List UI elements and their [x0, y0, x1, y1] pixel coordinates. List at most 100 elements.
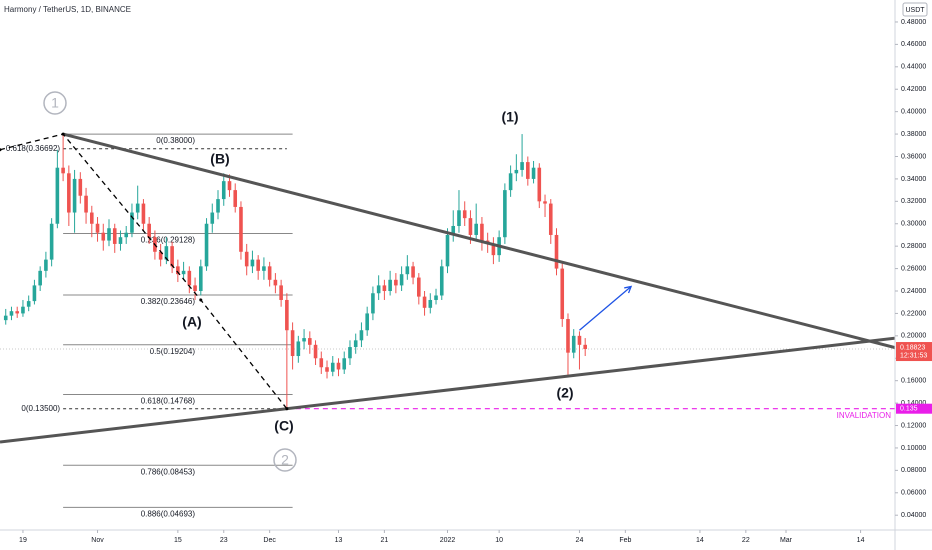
candle-body [480, 223, 484, 241]
candle-body [336, 362, 341, 370]
y-tick-label: 0.14000 [901, 400, 926, 407]
candle-body [313, 344, 318, 359]
dashed-level-label: 0(0.13500) [21, 404, 60, 413]
wave-path [0, 133, 288, 410]
fib-label: 0.236(0.29128) [141, 236, 196, 245]
candle-body [560, 268, 565, 320]
candle-body [468, 218, 473, 235]
candle-body [382, 285, 387, 292]
candle-body [394, 279, 398, 286]
candle-body [330, 362, 335, 372]
candle-body [78, 178, 83, 196]
wave-label: (2) [556, 385, 573, 401]
y-tick-label: 0.44000 [901, 64, 926, 71]
x-tick-label: 10 [495, 537, 503, 544]
y-tick-label: 0.22000 [901, 310, 926, 317]
candle-body [422, 296, 427, 308]
candle-body [262, 266, 266, 271]
candle-body [267, 266, 272, 280]
y-tick-label: 0.10000 [901, 445, 926, 452]
last-price-badge [896, 342, 932, 362]
wave-label: (1) [501, 109, 518, 125]
candle-body [256, 259, 260, 271]
candle-body [365, 313, 369, 331]
candle-body [571, 335, 576, 353]
candle-body [376, 285, 381, 294]
fib-label: 0(0.38000) [156, 136, 195, 145]
dashed-level-label: 0.618(0.36692) [6, 144, 61, 153]
x-tick-label: 13 [335, 537, 343, 544]
candle-body [3, 315, 8, 321]
y-tick-label: 0.04000 [901, 512, 926, 519]
candle-body [439, 266, 444, 296]
candle-body [348, 347, 352, 359]
chart-title: Harmony / TetherUS, 1D, BINANCE [4, 5, 131, 14]
annotations: (1) (2) (A) (B) (C) 1 2 [43, 91, 574, 472]
candle-body [285, 299, 289, 331]
candle-body [164, 246, 169, 260]
y-tick-label: 0.34000 [901, 176, 926, 183]
y-tick-label: 0.46000 [901, 41, 926, 48]
candle-body [181, 270, 186, 275]
fib-label: 0.786(0.08453) [141, 467, 196, 476]
candle-body [548, 203, 553, 235]
candle-body [199, 266, 203, 292]
candle-body [543, 201, 547, 204]
trendline [62, 132, 932, 359]
countdown: 12:31:53 [900, 352, 927, 359]
candle-body [204, 223, 209, 267]
candle-body [49, 223, 54, 260]
y-tick-label: 0.24000 [901, 288, 926, 295]
candle-body [491, 243, 496, 256]
candle-body [290, 330, 295, 357]
candle-body [302, 338, 306, 342]
candle-body [508, 173, 513, 191]
arrow [579, 286, 632, 331]
y-tick-label: 0.16000 [901, 378, 926, 385]
candle-body [399, 274, 404, 286]
candle-body [319, 358, 324, 368]
candle-body [308, 338, 312, 345]
fib-label: 0.382(0.23646) [141, 297, 196, 306]
invalidation-price: 0.135 [900, 406, 918, 413]
y-tick-label: 0.06000 [901, 490, 926, 497]
x-tick-label: 15 [174, 537, 182, 544]
candle-body [531, 167, 536, 179]
candle-body [526, 162, 530, 179]
candle-body [353, 340, 358, 348]
wave-point [285, 407, 289, 411]
currency-box[interactable] [902, 2, 928, 17]
arrow-head [624, 285, 633, 294]
candle-body [227, 181, 232, 191]
wave-point [0, 148, 2, 152]
candle-body [32, 285, 37, 302]
candle-body [107, 228, 111, 241]
candle-body [451, 225, 456, 235]
candle-body [359, 330, 364, 341]
candle-body [514, 169, 519, 174]
candle-body [411, 266, 415, 278]
candle-body [388, 279, 392, 292]
y-tick-label: 0.30000 [901, 221, 926, 228]
wave-label: (B) [210, 151, 229, 167]
candle-body [95, 223, 100, 233]
candle-body [101, 232, 106, 241]
candle-body [216, 199, 220, 213]
x-tick-label: Mar [780, 537, 793, 544]
x-tick-label: 21 [380, 537, 388, 544]
candle-body [72, 178, 77, 213]
x-tick-label: Nov [91, 537, 104, 544]
candle-body [520, 162, 524, 170]
currency: USDT [905, 7, 925, 14]
invalidation-label: INVALIDATION [837, 411, 892, 420]
candle-body [577, 335, 582, 345]
candle-body [457, 210, 461, 226]
candle-body [239, 206, 243, 252]
y-tick-label: 0.36000 [901, 153, 926, 160]
candle-body [537, 167, 542, 202]
fib-label: 0.618(0.14768) [141, 397, 196, 406]
candle-body [141, 203, 146, 224]
candle-body [9, 311, 14, 316]
candle-body [158, 251, 163, 260]
